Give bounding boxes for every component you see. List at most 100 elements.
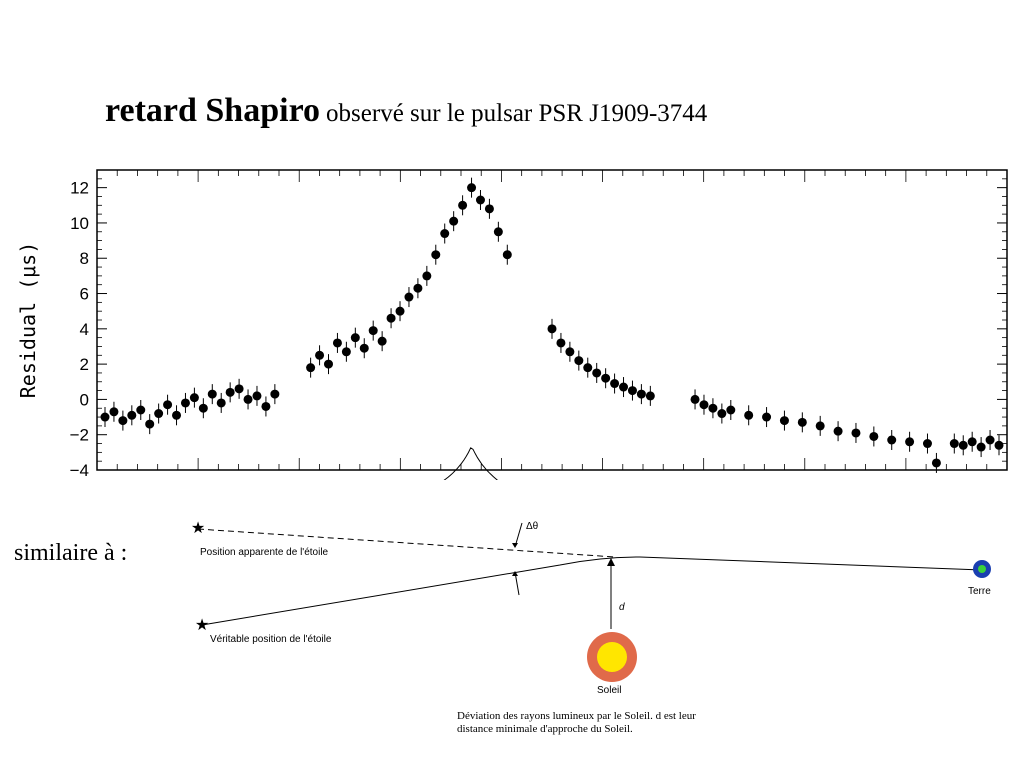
- data-point: [610, 379, 620, 389]
- data-point: [234, 384, 244, 394]
- data-point: [118, 416, 128, 426]
- data-point: [708, 403, 718, 413]
- data-point: [306, 363, 316, 373]
- data-point: [404, 292, 414, 302]
- title-subtitle: observé sur le pulsar PSR J1909-3744: [326, 100, 708, 127]
- y-axis-label: Residual (μs): [16, 242, 40, 399]
- sun-core: [597, 642, 627, 672]
- data-point: [815, 421, 825, 431]
- light-deflection-diagram: ★ ★ Position apparente de l'étoile Vérit…: [191, 520, 991, 735]
- data-point: [484, 204, 494, 214]
- data-point: [100, 412, 110, 422]
- data-point: [547, 324, 557, 334]
- data-point: [154, 409, 164, 419]
- data-point: [699, 400, 709, 410]
- data-point: [270, 389, 280, 399]
- data-point: [726, 405, 736, 415]
- data-point: [431, 250, 441, 260]
- sun-label: Soleil: [597, 685, 621, 696]
- data-point: [467, 183, 477, 193]
- delta-arrowhead-top: [512, 543, 518, 548]
- caption-line-2: distance minimale d'approche du Soleil.: [457, 723, 633, 735]
- data-point: [887, 435, 897, 445]
- data-points: [100, 177, 1004, 473]
- earth-label: Terre: [968, 586, 991, 597]
- y-tick-label: 6: [80, 285, 89, 304]
- y-tick-label: 4: [80, 320, 89, 339]
- data-point: [922, 439, 932, 449]
- apparent-star-icon: ★: [191, 520, 205, 537]
- data-point: [949, 439, 959, 449]
- y-tick-label: −4: [70, 461, 89, 480]
- x-ticks: [96, 170, 1008, 470]
- earth-core: [978, 565, 986, 573]
- data-point: [493, 227, 503, 237]
- y-ticks: 12 10 8 6 4 2 0 −2 −4: [70, 169, 1007, 480]
- fit-curve: [443, 447, 498, 480]
- y-tick-label: 2: [80, 355, 89, 374]
- data-point: [556, 338, 566, 348]
- slide-title: retard Shapiro observé sur le pulsar PSR …: [105, 92, 707, 130]
- data-point: [395, 306, 405, 316]
- data-point: [762, 412, 772, 422]
- y-tick-label: 12: [70, 179, 89, 198]
- data-point: [127, 410, 137, 420]
- data-point: [744, 410, 754, 420]
- data-point: [252, 391, 262, 401]
- data-point: [180, 398, 190, 408]
- data-point: [386, 313, 396, 323]
- data-point: [475, 195, 485, 205]
- distance-arrowhead: [607, 558, 615, 566]
- data-point: [636, 389, 646, 399]
- data-point: [958, 440, 968, 450]
- data-point: [449, 216, 459, 226]
- data-point: [172, 410, 182, 420]
- data-point: [377, 336, 387, 346]
- data-point: [797, 417, 807, 427]
- data-point: [565, 347, 575, 357]
- data-point: [136, 405, 146, 415]
- data-point: [931, 458, 941, 468]
- data-point: [717, 409, 727, 419]
- data-point: [574, 356, 584, 366]
- data-point: [645, 391, 655, 401]
- apparent-position-label: Position apparente de l'étoile: [200, 547, 329, 558]
- data-point: [905, 437, 915, 447]
- data-point: [261, 401, 271, 411]
- real-position-label: Véritable position de l'étoile: [210, 634, 332, 645]
- y-tick-label: 0: [80, 390, 89, 409]
- data-point: [163, 400, 173, 410]
- y-tick-label: 10: [70, 214, 89, 233]
- data-point: [592, 368, 602, 378]
- data-point: [243, 394, 253, 404]
- data-point: [994, 440, 1004, 450]
- data-point: [332, 338, 342, 348]
- residual-chart-svg: 12 10 8 6 4 2 0 −2 −4 Residual (μs): [16, 169, 1008, 480]
- data-point: [440, 229, 450, 239]
- data-point: [368, 326, 378, 336]
- data-point: [583, 363, 593, 373]
- residual-chart: 12 10 8 6 4 2 0 −2 −4 Residual (μs): [0, 160, 1024, 480]
- data-point: [189, 393, 199, 403]
- data-point: [967, 437, 977, 447]
- delta-arrowhead-bottom: [512, 571, 518, 576]
- similaire-label: similaire à :: [14, 540, 128, 566]
- data-point: [976, 442, 986, 452]
- caption-line-1: Déviation des rayons lumineux par le Sol…: [457, 710, 696, 722]
- data-point: [216, 398, 226, 408]
- data-point: [851, 428, 861, 438]
- y-tick-label: 8: [80, 249, 89, 268]
- data-point: [207, 389, 217, 399]
- data-point: [502, 250, 512, 260]
- data-point: [145, 419, 155, 429]
- data-point: [350, 333, 360, 343]
- data-point: [198, 403, 208, 413]
- data-point: [690, 394, 700, 404]
- data-point: [315, 350, 325, 360]
- y-tick-label: −2: [70, 426, 89, 445]
- data-point: [422, 271, 432, 281]
- data-point: [601, 373, 611, 383]
- data-point: [833, 426, 843, 436]
- data-point: [225, 387, 235, 397]
- data-point: [324, 359, 333, 369]
